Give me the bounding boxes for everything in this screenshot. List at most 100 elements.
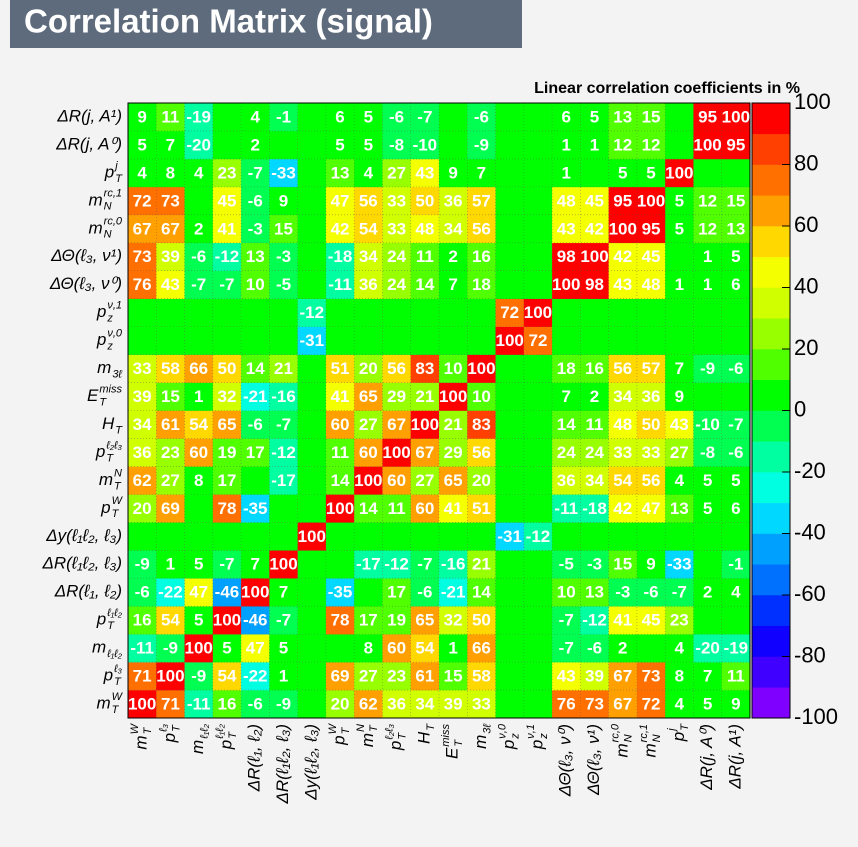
cell xyxy=(665,466,694,495)
label-sub: ℓ₁ℓ₂ xyxy=(199,723,211,740)
cell xyxy=(665,214,694,244)
cell-value: -7 xyxy=(248,163,263,182)
cell xyxy=(354,410,383,439)
cell xyxy=(495,242,525,272)
cell-value: 1 xyxy=(561,135,570,154)
label-main: m xyxy=(92,638,106,657)
cell xyxy=(297,634,327,663)
cell xyxy=(297,326,327,355)
axis-label: ΔΘ(ℓ₃, ν¹) xyxy=(50,246,122,265)
cell xyxy=(721,242,751,272)
cell-value: 16 xyxy=(217,695,236,714)
cell xyxy=(552,494,581,523)
label-sub: T xyxy=(114,676,122,688)
cell-value: 66 xyxy=(472,639,491,658)
cell xyxy=(495,103,525,132)
label-sup: N xyxy=(355,724,367,732)
cell-value: -11 xyxy=(554,499,578,518)
colorbar-band xyxy=(752,195,790,227)
cell xyxy=(128,690,157,719)
cell xyxy=(241,103,270,132)
cell-value: 43 xyxy=(557,219,576,238)
cell-value: -7 xyxy=(219,275,234,294)
cell xyxy=(241,410,270,439)
cell xyxy=(269,662,298,691)
cell xyxy=(608,186,638,216)
cell-value: 34 xyxy=(585,471,604,490)
colorbar-tick-label: 60 xyxy=(794,212,818,237)
cell-value: 95 xyxy=(642,219,661,238)
cell xyxy=(354,186,383,216)
cell xyxy=(128,298,157,327)
label-sub: T xyxy=(99,396,107,408)
cell xyxy=(325,606,355,635)
cell-value: 19 xyxy=(217,443,236,462)
cell-value: 72 xyxy=(133,191,152,210)
cell xyxy=(467,103,496,132)
cell xyxy=(580,130,609,160)
label-main: p xyxy=(330,735,349,745)
cell xyxy=(156,494,185,523)
cell xyxy=(241,550,270,579)
cell xyxy=(439,550,468,579)
cell-value: 4 xyxy=(675,639,685,658)
cell-value: 50 xyxy=(472,611,491,630)
cell-value: 8 xyxy=(364,639,373,658)
cell xyxy=(636,690,666,719)
label-sup: ℓ₃ xyxy=(113,663,123,675)
cell-value: 17 xyxy=(217,471,236,490)
cell xyxy=(495,270,525,299)
cell xyxy=(410,662,440,691)
cell xyxy=(523,522,553,551)
cell xyxy=(297,690,327,719)
cell xyxy=(721,634,751,663)
cell xyxy=(410,270,440,299)
cell-value: 8 xyxy=(194,471,203,490)
colorbar-band xyxy=(752,595,790,627)
cell-value: 7 xyxy=(166,135,175,154)
cell xyxy=(552,634,581,663)
label-sub: T xyxy=(227,731,239,739)
cell xyxy=(297,522,327,551)
cell-value: -35 xyxy=(328,583,353,602)
cell xyxy=(382,354,412,383)
cell-value: 43 xyxy=(557,667,576,686)
cell-value: 7 xyxy=(250,555,259,574)
cell xyxy=(523,634,553,663)
cell xyxy=(241,214,270,244)
cell xyxy=(354,522,383,551)
cell-value: 1 xyxy=(166,555,175,574)
cell xyxy=(580,410,609,439)
cell-value: 5 xyxy=(731,247,740,266)
cell xyxy=(608,410,638,439)
cell xyxy=(580,466,609,495)
label-main: ΔR(ℓ₁ℓ₂, ℓ₃) xyxy=(41,554,122,573)
cell xyxy=(297,662,327,691)
cell xyxy=(467,214,496,244)
cell xyxy=(467,186,496,216)
cell xyxy=(665,158,694,188)
cell xyxy=(241,298,270,327)
cell-value: -16 xyxy=(271,387,296,406)
cell xyxy=(721,438,751,467)
cell-value: 13 xyxy=(726,219,745,238)
cell xyxy=(212,690,242,719)
axis-label: ΔR(j, A⁰) xyxy=(55,134,122,153)
colorbar-band xyxy=(752,687,790,719)
label-sup: miss xyxy=(440,724,452,747)
cell xyxy=(495,578,525,607)
axis-label: ΔR(ℓ₁ℓ₂, ℓ₃) xyxy=(273,724,292,805)
cell-value: 2 xyxy=(194,219,203,238)
cell xyxy=(128,550,157,579)
cell xyxy=(325,242,355,272)
cell-value: 16 xyxy=(472,247,491,266)
cell-value: -31 xyxy=(497,527,522,546)
label-main: ΔΘ(ℓ₃, ν¹) xyxy=(50,246,122,265)
cell xyxy=(410,690,440,719)
label-main: p xyxy=(499,740,518,750)
cell xyxy=(382,634,412,663)
cell xyxy=(212,550,242,579)
